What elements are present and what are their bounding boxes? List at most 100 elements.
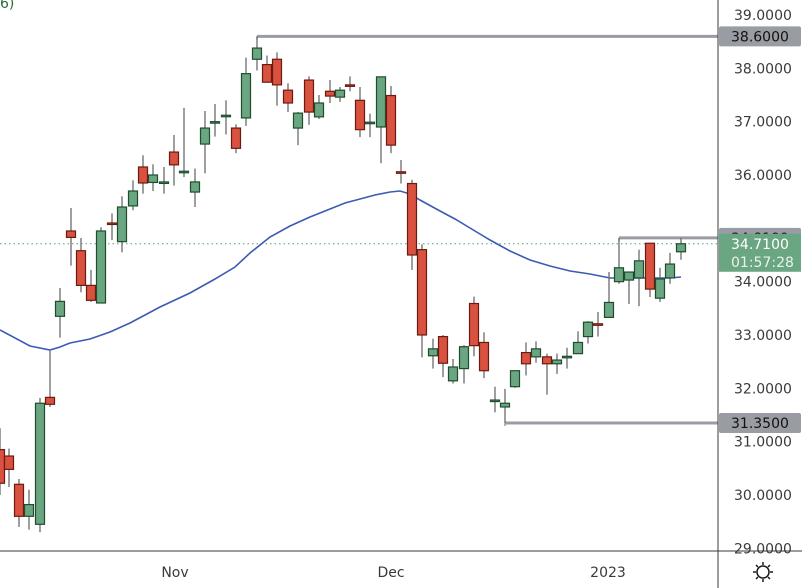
candle[interactable] bbox=[664, 252, 676, 284]
candle[interactable] bbox=[344, 76, 356, 92]
candle[interactable] bbox=[13, 478, 25, 527]
candle[interactable] bbox=[592, 312, 604, 337]
candle[interactable] bbox=[251, 36, 263, 71]
candle[interactable] bbox=[75, 237, 87, 293]
candle[interactable] bbox=[178, 107, 190, 178]
candle[interactable] bbox=[406, 179, 418, 270]
candle[interactable] bbox=[85, 269, 97, 302]
candle-body bbox=[189, 181, 201, 193]
candle[interactable] bbox=[499, 388, 511, 423]
price-tick-label: 29.0000 bbox=[734, 541, 792, 557]
candle[interactable] bbox=[458, 345, 470, 384]
chart-pane[interactable] bbox=[0, 34, 718, 533]
candle-body bbox=[95, 230, 107, 304]
candle-body bbox=[334, 89, 346, 98]
candle[interactable] bbox=[675, 237, 687, 260]
candle[interactable] bbox=[292, 112, 304, 146]
candle[interactable] bbox=[95, 227, 107, 304]
candle[interactable] bbox=[572, 331, 584, 355]
candle-body bbox=[13, 483, 25, 517]
candle-body bbox=[551, 359, 563, 365]
candle-body bbox=[344, 84, 356, 87]
candle-body bbox=[178, 170, 190, 174]
candle[interactable] bbox=[644, 242, 656, 298]
candle-body bbox=[406, 182, 418, 256]
price-axis[interactable]: 39.0000 38.0000 37.0000 36.0000 34.0000 33.00… bbox=[717, 0, 801, 588]
candle[interactable] bbox=[375, 76, 387, 164]
candle[interactable] bbox=[364, 113, 376, 138]
candle-body bbox=[147, 174, 159, 184]
candle[interactable] bbox=[613, 237, 625, 284]
candle[interactable] bbox=[416, 244, 428, 358]
gear-icon[interactable] bbox=[752, 561, 774, 583]
candle[interactable] bbox=[189, 168, 201, 207]
candle-body bbox=[395, 171, 407, 174]
candle[interactable] bbox=[478, 332, 490, 379]
candle[interactable] bbox=[334, 86, 346, 102]
candle[interactable] bbox=[603, 272, 615, 318]
candle-body bbox=[499, 402, 511, 408]
candle-body bbox=[127, 190, 139, 207]
candle[interactable] bbox=[147, 164, 159, 191]
candle-body bbox=[478, 341, 490, 372]
candle[interactable] bbox=[395, 160, 407, 184]
candle-body bbox=[199, 127, 211, 145]
candle[interactable] bbox=[54, 288, 66, 338]
candle-body bbox=[489, 399, 501, 403]
candle[interactable] bbox=[271, 52, 283, 106]
candle[interactable] bbox=[0, 428, 6, 495]
candle[interactable] bbox=[654, 267, 666, 302]
candle[interactable] bbox=[623, 271, 635, 305]
candle[interactable] bbox=[34, 397, 46, 533]
candle[interactable] bbox=[489, 386, 501, 413]
candle[interactable] bbox=[427, 338, 439, 369]
candle[interactable] bbox=[137, 155, 149, 194]
candle[interactable] bbox=[23, 489, 35, 530]
candle-body bbox=[354, 99, 366, 131]
candle[interactable] bbox=[582, 321, 594, 344]
candle[interactable] bbox=[509, 370, 521, 388]
candle[interactable] bbox=[65, 208, 77, 266]
candle[interactable] bbox=[520, 342, 532, 376]
candle[interactable] bbox=[116, 196, 128, 253]
candle[interactable] bbox=[551, 353, 563, 374]
candle[interactable] bbox=[199, 110, 211, 174]
candle-body bbox=[54, 300, 66, 317]
candle-body bbox=[220, 114, 232, 118]
candle[interactable] bbox=[561, 347, 573, 369]
candle[interactable] bbox=[541, 353, 553, 395]
candle[interactable] bbox=[313, 94, 325, 119]
candle[interactable] bbox=[282, 83, 294, 113]
level-price-label-bg bbox=[719, 412, 801, 433]
candle-body bbox=[520, 351, 532, 365]
candle[interactable] bbox=[354, 86, 366, 138]
candle[interactable] bbox=[530, 341, 542, 363]
candle[interactable] bbox=[209, 104, 221, 137]
candle[interactable] bbox=[220, 100, 232, 135]
candle[interactable] bbox=[240, 57, 252, 126]
candle[interactable] bbox=[127, 180, 139, 211]
candle[interactable] bbox=[468, 296, 480, 357]
candle-body bbox=[458, 346, 470, 370]
candle[interactable] bbox=[447, 358, 459, 384]
candle[interactable] bbox=[385, 85, 397, 154]
candle-body bbox=[468, 302, 480, 347]
price-tick-label: 32.0000 bbox=[734, 381, 792, 397]
time-axis[interactable]: Nov Dec 2023 bbox=[0, 550, 802, 581]
candle[interactable] bbox=[261, 55, 273, 83]
candle[interactable] bbox=[303, 76, 315, 125]
candle[interactable] bbox=[324, 80, 336, 103]
candle[interactable] bbox=[3, 448, 15, 487]
candle[interactable] bbox=[437, 334, 449, 378]
candle[interactable] bbox=[230, 124, 242, 154]
candle[interactable] bbox=[158, 166, 170, 194]
candle[interactable] bbox=[44, 350, 56, 407]
candle[interactable] bbox=[168, 134, 180, 186]
time-tick-label: Dec bbox=[377, 565, 404, 581]
candle[interactable] bbox=[106, 213, 118, 241]
candle[interactable] bbox=[633, 249, 645, 307]
moving-average-line[interactable] bbox=[0, 190, 682, 351]
candle-body bbox=[364, 121, 376, 125]
candle-body bbox=[209, 121, 221, 124]
